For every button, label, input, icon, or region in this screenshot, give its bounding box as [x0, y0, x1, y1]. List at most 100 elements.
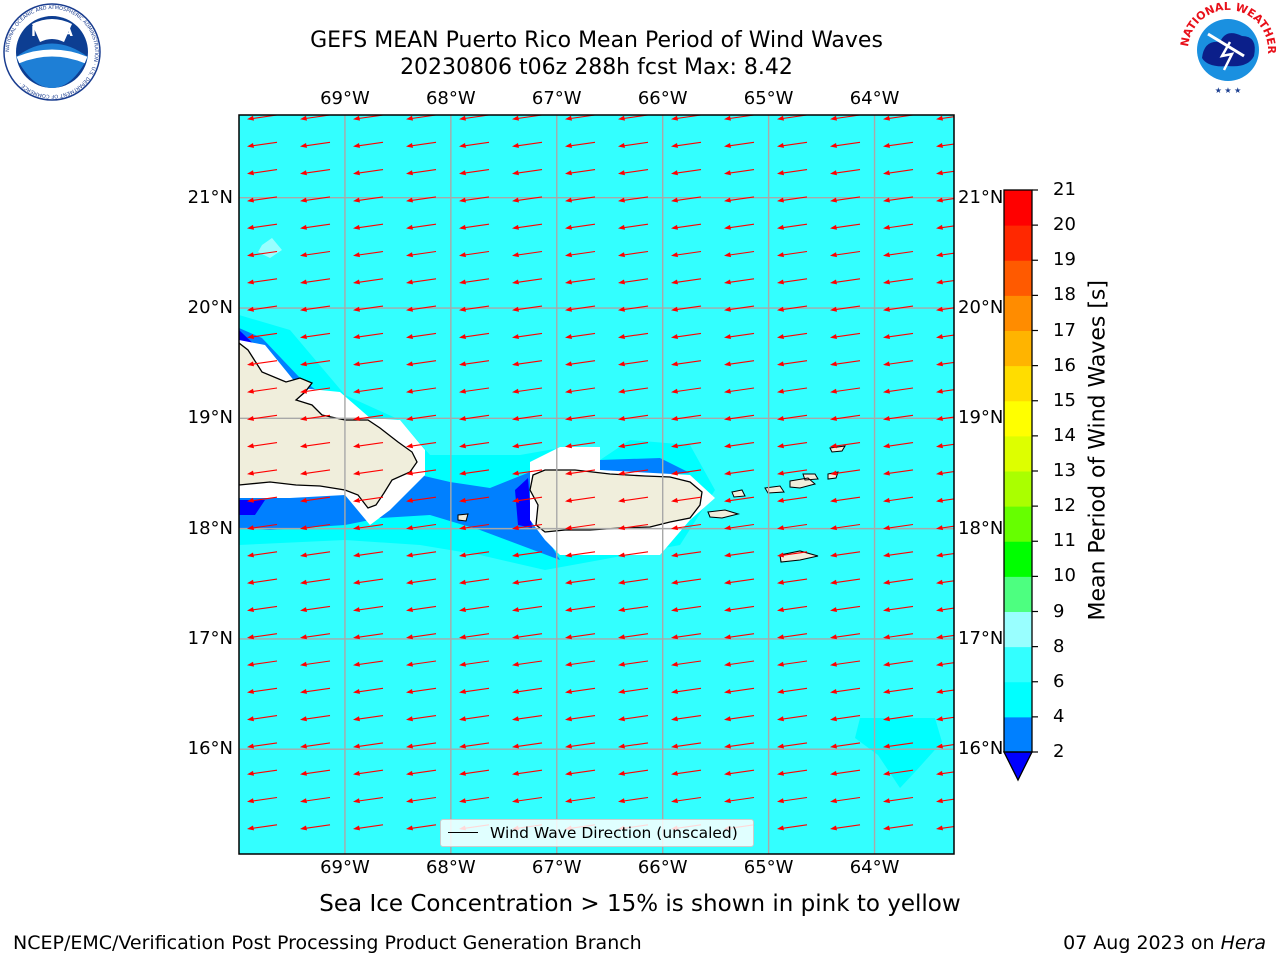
wind-wave-arrow [565, 141, 596, 148]
wind-wave-arrow [565, 742, 596, 749]
map-frame [238, 114, 955, 855]
wind-wave-arrow [300, 387, 331, 394]
wind-wave-arrow [300, 223, 331, 230]
wind-wave-arrow [671, 278, 702, 285]
wind-wave-arrow [459, 496, 490, 503]
wind-wave-arrow [671, 742, 702, 749]
legend-line-sample [448, 832, 478, 833]
wind-wave-arrow [300, 141, 331, 148]
longitude-label: 69°W [320, 857, 370, 878]
wind-wave-arrow [300, 687, 331, 694]
wind-wave-arrow [406, 169, 437, 176]
sea-ice-note: Sea Ice Concentration > 15% is shown in … [319, 891, 961, 917]
colorbar-tick-label: 9 [1053, 600, 1065, 622]
wind-wave-arrow [459, 360, 490, 367]
wind-wave-arrow [830, 769, 861, 776]
wind-wave-arrow [777, 414, 808, 421]
wind-wave-arrow [353, 660, 384, 667]
wind-wave-arrow [671, 605, 702, 612]
wind-wave-arrow [512, 414, 543, 421]
wind-wave-arrow [830, 387, 861, 394]
wind-wave-arrow [565, 223, 596, 230]
wind-wave-arrow [724, 360, 755, 367]
longitude-label: 65°W [743, 88, 794, 109]
wind-wave-arrow [459, 305, 490, 312]
wind-wave-arrow [300, 660, 331, 667]
wind-wave-arrow [618, 250, 649, 258]
wind-wave-arrow [777, 769, 808, 776]
wind-wave-arrow [565, 169, 596, 176]
wind-wave-arrow [406, 660, 437, 667]
wind-wave-arrow [883, 715, 914, 722]
noaa-logo: NOAA NATIONAL OCEANIC AND ATMOSPHERIC AD… [2, 2, 102, 102]
wind-wave-arrow [883, 796, 914, 804]
footer-left: NCEP/EMC/Verification Post Processing Pr… [13, 932, 642, 954]
wind-wave-arrow [883, 278, 914, 285]
wind-wave-arrow [512, 496, 543, 503]
wind-wave-arrow [353, 387, 384, 394]
wind-wave-arrow [777, 687, 808, 694]
wind-wave-arrow [512, 769, 543, 776]
wind-wave-arrow [459, 414, 490, 421]
wind-wave-arrow [830, 469, 861, 476]
wind-wave-arrow [883, 332, 914, 339]
wind-wave-arrow [247, 442, 278, 449]
wind-wave-arrow [830, 169, 861, 176]
legend-label: Wind Wave Direction (unscaled) [490, 824, 738, 842]
wind-wave-arrow [353, 141, 384, 148]
wind-wave-arrow [565, 387, 596, 394]
wind-wave-arrow [671, 414, 702, 421]
wind-wave-arrow [247, 141, 278, 148]
wind-wave-arrow [724, 223, 755, 230]
wind-wave-arrow [777, 742, 808, 749]
wind-wave-arrow [830, 305, 861, 312]
wind-wave-arrow [883, 824, 914, 831]
wind-wave-arrow [671, 141, 702, 148]
wind-wave-arrow [459, 605, 490, 612]
wind-wave-arrow [512, 578, 543, 585]
wind-wave-arrow [459, 687, 490, 694]
latitude-label: 18°N [187, 517, 233, 539]
wind-wave-arrow [459, 223, 490, 230]
wind-wave-arrow [353, 742, 384, 749]
wind-wave-arrow [618, 278, 649, 285]
wind-wave-arrow [777, 387, 808, 394]
puerto-rico-land [529, 469, 703, 533]
wind-wave-arrow [565, 660, 596, 667]
wind-wave-arrow [883, 687, 914, 694]
wind-wave-arrow [671, 796, 702, 804]
latitude-label: 17°N [958, 627, 1004, 649]
colorbar-tick-label: 20 [1053, 214, 1076, 236]
wind-wave-arrow [512, 442, 543, 449]
wind-wave-arrow [724, 278, 755, 285]
wind-wave-arrow [300, 278, 331, 285]
colorbar-tick-label: 17 [1053, 319, 1076, 341]
wind-wave-arrow [936, 306, 954, 312]
wind-wave-arrow [300, 742, 331, 749]
wind-wave-arrow [512, 687, 543, 694]
wind-wave-arrow [247, 824, 278, 831]
wind-wave-arrow [459, 442, 490, 449]
wind-wave-arrow [406, 715, 437, 722]
wind-wave-arrow [883, 660, 914, 667]
wind-wave-arrow [936, 170, 954, 176]
wind-wave-arrow [618, 742, 649, 749]
wind-wave-arrow [883, 360, 914, 367]
wind-wave-arrow [247, 305, 278, 312]
longitude-label: 69°W [320, 88, 370, 109]
colorbar-segment [1004, 400, 1032, 437]
wind-wave-arrow [459, 387, 490, 394]
colorbar-tick-label: 12 [1053, 495, 1076, 517]
wind-wave-arrow [671, 442, 702, 449]
wind-wave-arrow [830, 796, 861, 804]
wind-wave-arrow [565, 769, 596, 776]
wind-wave-arrow [406, 796, 437, 804]
wind-wave-arrow [724, 414, 755, 421]
wind-wave-arrow [512, 305, 543, 312]
colorbar-segment [1004, 646, 1032, 683]
wind-wave-arrow [406, 523, 437, 531]
wind-wave-arrow [883, 442, 914, 449]
wind-wave-arrow [883, 305, 914, 312]
wind-wave-arrow [300, 414, 331, 421]
